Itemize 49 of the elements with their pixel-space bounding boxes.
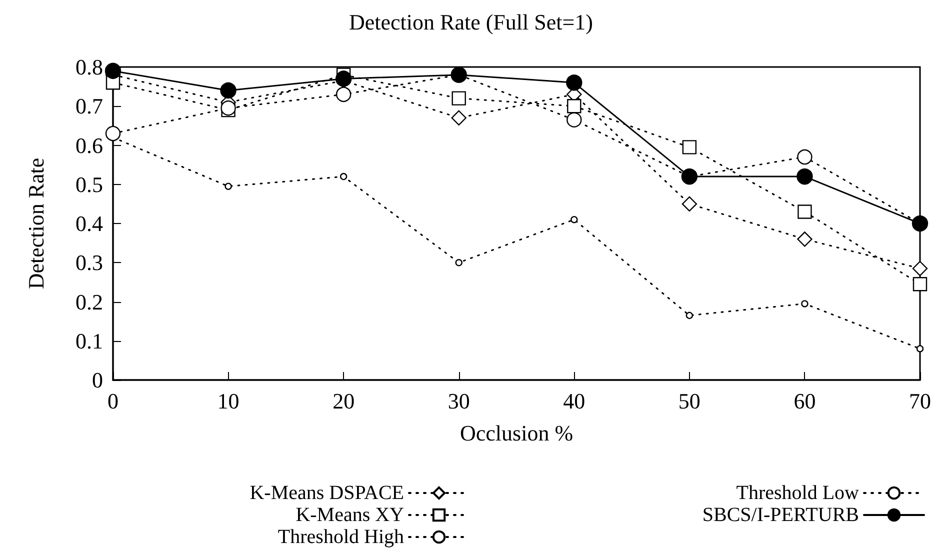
legend-label: K-Means XY <box>296 504 404 526</box>
x-tick-label: 60 <box>794 388 816 414</box>
y-tick-label: 0.6 <box>76 132 103 158</box>
x-tick-label: 40 <box>563 388 586 414</box>
y-tick-label: 0.2 <box>76 289 103 314</box>
y-tick-label: 0.5 <box>76 172 103 197</box>
point <box>797 149 812 165</box>
chart-title: Detection Rate (Full Set=1) <box>349 10 593 34</box>
point <box>451 110 466 126</box>
point <box>452 91 466 106</box>
legend-label: Threshold High <box>278 526 404 548</box>
x-tick-label: 20 <box>332 388 355 414</box>
y-tick-label: 0 <box>92 368 103 392</box>
point <box>916 345 924 352</box>
point <box>566 74 582 91</box>
legend-label: K-Means DSPACE <box>250 482 404 504</box>
point <box>336 86 352 102</box>
legend-label: Threshold Low <box>736 482 860 504</box>
x-tick-label: 30 <box>448 388 470 414</box>
x-tick-label: 10 <box>217 388 240 414</box>
point <box>912 260 928 276</box>
x-axis-title: Occlusion % <box>460 420 574 446</box>
point <box>224 182 232 190</box>
x-tick-label: 70 <box>909 388 931 414</box>
point <box>570 216 578 224</box>
y-tick-label: 0.8 <box>76 54 103 80</box>
point <box>567 99 582 114</box>
point <box>686 312 694 320</box>
point <box>104 62 122 80</box>
point <box>797 232 812 247</box>
point <box>801 300 808 308</box>
point <box>566 112 582 128</box>
point <box>105 126 121 142</box>
y-tick-label: 0.3 <box>76 250 103 276</box>
legend-label: SBCS/I-PERTURB <box>702 504 859 526</box>
point <box>682 196 698 212</box>
point <box>340 172 348 180</box>
y-axis-title: Detection Rate <box>24 158 48 290</box>
point <box>682 140 697 154</box>
point <box>455 259 462 266</box>
y-tick-label: 0.1 <box>76 328 103 354</box>
point <box>912 277 928 292</box>
point <box>798 204 812 219</box>
point <box>220 82 236 99</box>
x-tick-label: 0 <box>108 388 118 414</box>
y-tick-label: 0.4 <box>76 211 103 236</box>
y-tick-label: 0.7 <box>76 94 103 119</box>
point <box>796 168 813 185</box>
x-tick-label: 50 <box>678 388 700 414</box>
